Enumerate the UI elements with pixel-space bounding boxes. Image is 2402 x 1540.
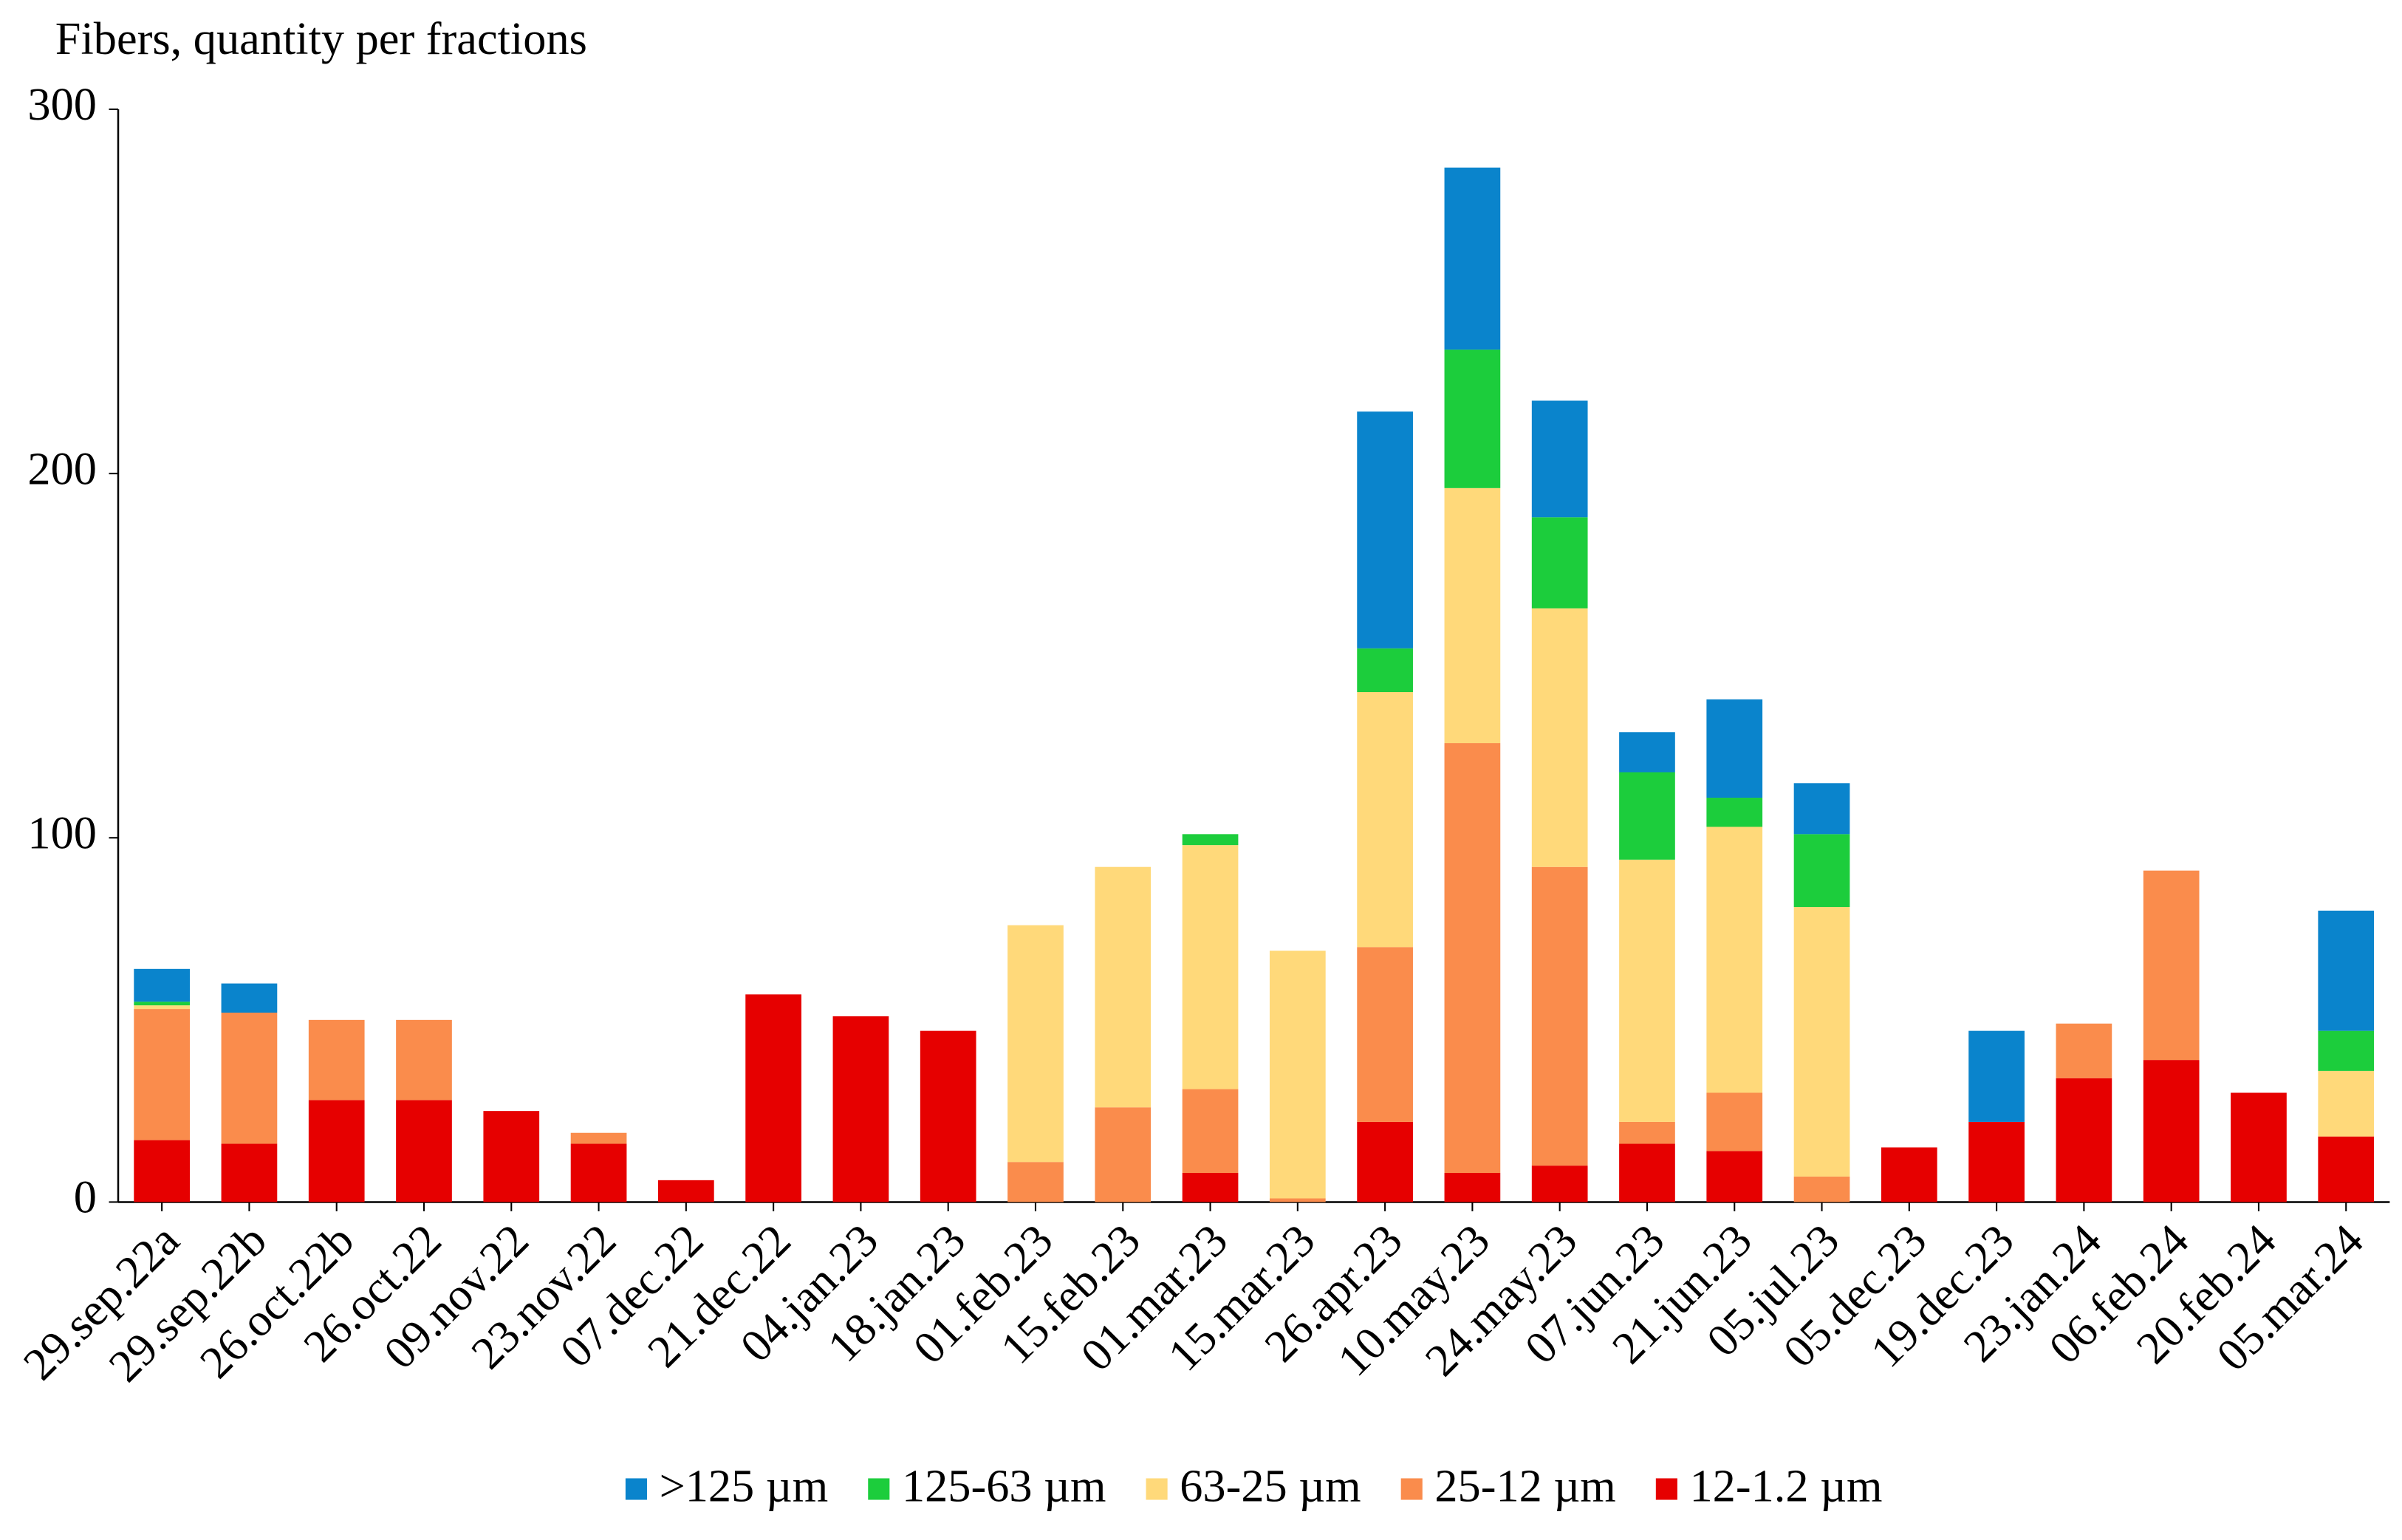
bar-segment [920,1030,976,1202]
bar-segment [1182,1172,1239,1202]
bar-segment [832,1016,889,1202]
bar-segment [1357,411,1413,648]
bar-segment [1619,772,1675,860]
bar-segment [1793,783,1850,835]
bar-segment [1793,834,1850,907]
bar-segment [221,983,278,1013]
bar-segment [1531,1166,1588,1202]
bar-segment [2318,1136,2375,1202]
bar-segment [1007,925,1064,1163]
legend-label: 25-12 µm [1434,1460,1615,1511]
bar-segment [134,1009,190,1140]
bar-segment [1619,1121,1675,1144]
bar-segment [1095,866,1152,1108]
bar-segment [745,994,801,1202]
bar-segment [2143,1060,2200,1202]
legend-swatch [868,1478,890,1500]
bar-segment [2056,1078,2112,1202]
bar-segment [221,1143,278,1202]
bar-segment [1182,834,1239,846]
bar-segment [2318,910,2375,1031]
legend-swatch [1655,1478,1677,1500]
bar-segment [1269,951,1326,1199]
chart-title: Fibers, quantity per fractions [55,13,587,64]
bar-segment [2231,1092,2287,1202]
bar-segment [1706,699,1763,798]
bar-segment [1357,947,1413,1122]
bar-segment [1706,798,1763,827]
bar-segment [2056,1023,2112,1078]
bar-segment [1968,1121,2025,1202]
bar-segment [1793,906,1850,1177]
bar-segment [2318,1070,2375,1137]
bar-segment [2143,870,2200,1061]
legend-label: 12-1.2 µm [1690,1460,1883,1511]
y-tick-label: 200 [27,443,97,494]
bar-segment [308,1019,365,1101]
bar-segment [2318,1030,2375,1071]
bar-segment [396,1100,452,1202]
bar-segment [1182,845,1239,1089]
bar-segment [1444,349,1501,488]
bar-segment [1357,692,1413,948]
bar-segment [1619,1143,1675,1202]
y-tick-label: 300 [27,79,97,130]
bar-segment [1444,1172,1501,1202]
bar-segment [1269,1198,1326,1202]
bar-segment [134,1002,190,1006]
legend-swatch [1146,1478,1168,1500]
bar-segment [1619,859,1675,1122]
legend-label: 63-25 µm [1180,1460,1361,1511]
bar-segment [1793,1176,1850,1202]
bar-segment [1531,866,1588,1166]
bar-segment [1182,1089,1239,1173]
legend-label: 125-63 µm [902,1460,1106,1511]
bar-segment [1531,517,1588,609]
bar-segment [570,1143,627,1202]
bar-segment [134,1140,190,1202]
bar-segment [483,1111,540,1202]
bar-segment [1881,1147,1937,1202]
legend-label: >125 µm [660,1460,829,1511]
bar-segment [221,1012,278,1144]
legend-swatch [625,1478,647,1500]
bar-segment [1444,167,1501,350]
bar-segment [570,1132,627,1144]
bar-segment [1706,1092,1763,1151]
bar-segment [134,1005,190,1010]
bar-segment [1706,827,1763,1093]
bar-segment [1095,1107,1152,1202]
bar-segment [396,1019,452,1101]
legend-swatch [1400,1478,1423,1500]
bar-segment [1619,732,1675,773]
legend: >125 µm 125-63 µm 63-25 µm 25-12 µm 12-1.2 µ… [625,1460,1883,1511]
bar-segment [1968,1030,2025,1122]
bar-segment [1357,1121,1413,1202]
bar-segment [1706,1151,1763,1202]
bar-segment [1444,487,1501,744]
bar-segment [308,1100,365,1202]
y-tick-label: 0 [74,1172,97,1223]
bar-segment [1531,608,1588,867]
bar-segment [657,1180,714,1202]
bar-segment [1007,1162,1064,1202]
bar-segment [134,968,190,1002]
bar-segment [1531,400,1588,518]
bar-segment [1357,648,1413,693]
bar-segment [1444,743,1501,1173]
y-tick-label: 100 [27,808,97,859]
